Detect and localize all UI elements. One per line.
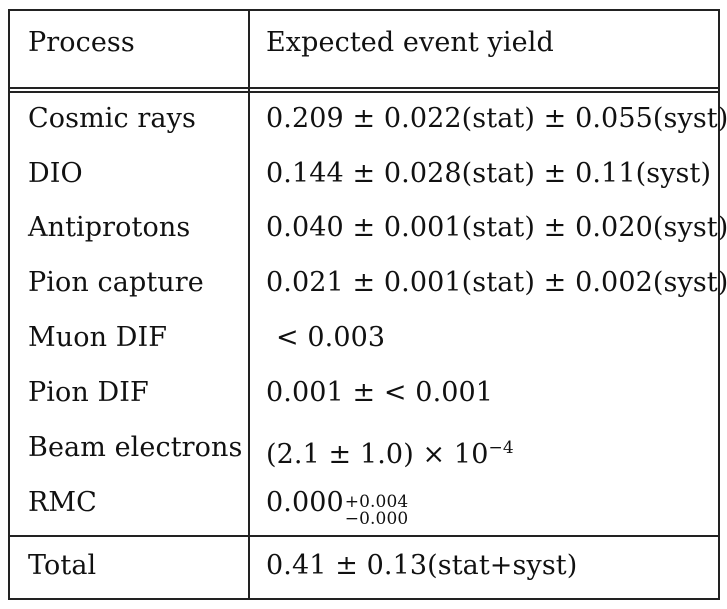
event-yield-table: Process Expected event yield Cosmic rays… — [8, 9, 727, 600]
row-process: Cosmic rays — [28, 103, 196, 134]
yield-base: 0.000 — [266, 487, 344, 518]
row-yield: 0.021 ± 0.001(stat) ± 0.002(syst) — [266, 267, 727, 298]
row-yield: 0.001 ± < 0.001 — [266, 377, 494, 408]
row-process: Muon DIF — [28, 322, 168, 353]
row-yield: < 0.003 — [276, 322, 386, 353]
total-label: Total — [28, 550, 97, 581]
row-process: Pion capture — [28, 267, 204, 298]
row-process: DIO — [28, 158, 83, 189]
yield-exponent: −4 — [488, 438, 514, 458]
header-rule-double — [10, 91, 718, 93]
yield-lower-error: −0.000 — [344, 509, 409, 529]
row-yield: 0.209 ± 0.022(stat) ± 0.055(syst) — [266, 103, 727, 134]
row-process: Beam electrons — [28, 432, 243, 463]
row-process: RMC — [28, 487, 97, 518]
header-process: Process — [28, 27, 135, 58]
header-expected-yield: Expected event yield — [266, 27, 554, 58]
row-process: Antiprotons — [28, 212, 191, 243]
row-process: Pion DIF — [28, 377, 149, 408]
total-rule — [10, 535, 718, 537]
column-divider — [248, 11, 250, 598]
header-rule — [10, 87, 718, 89]
yield-base: (2.1 ± 1.0) × 10 — [266, 439, 489, 470]
row-yield: (2.1 ± 1.0) × 10−4 — [266, 432, 514, 471]
row-yield: 0.000 +0.004 −0.000 — [266, 487, 408, 532]
row-yield: 0.040 ± 0.001(stat) ± 0.020(syst) — [266, 212, 727, 243]
total-yield: 0.41 ± 0.13(stat+syst) — [266, 550, 578, 581]
row-yield: 0.144 ± 0.028(stat) ± 0.11(syst) — [266, 158, 712, 189]
yield-upper-error: +0.004 — [344, 492, 409, 512]
